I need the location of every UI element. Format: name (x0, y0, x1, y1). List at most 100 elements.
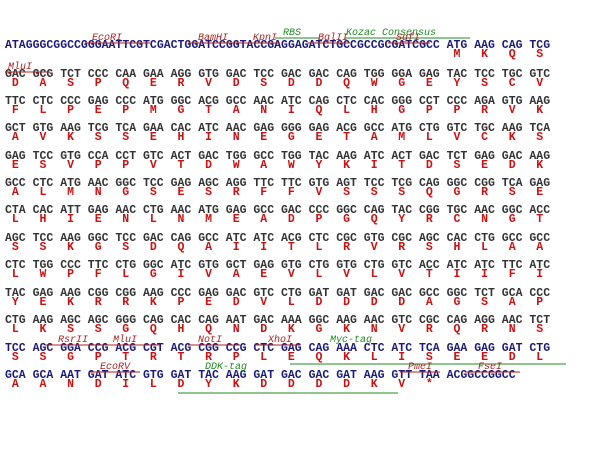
codon: GCT (5, 122, 26, 135)
amino-acid: G (67, 351, 74, 364)
amino-acid: I (288, 104, 295, 117)
codon: CAG (447, 314, 468, 327)
codon: TAC (309, 150, 330, 163)
codon: TGC (474, 122, 495, 135)
codon: TTC (88, 259, 109, 272)
amino-acid: Q (178, 241, 185, 254)
codon: CTG (5, 314, 26, 327)
amino-acid: V (205, 77, 212, 90)
amino-acid: S (205, 186, 212, 199)
amino-acid: K (371, 378, 378, 391)
codon: GCC (226, 95, 247, 108)
amino-acid: R (205, 351, 212, 364)
codon: GCC (253, 150, 274, 163)
codon: AAG (529, 95, 550, 108)
codon: AAT (226, 314, 247, 327)
codon: GAC (309, 68, 330, 81)
codon: GTC (391, 314, 412, 327)
codon: GTG (198, 68, 219, 81)
codon: AAG (143, 287, 164, 300)
amino-acid: S (122, 131, 129, 144)
feature-label: Myc-tag (330, 335, 372, 346)
amino-acid: K (67, 131, 74, 144)
codon: GTG (60, 150, 81, 163)
amino-acid: K (481, 48, 488, 61)
amino-acid: I (122, 378, 129, 391)
amino-acid: D (398, 296, 405, 309)
amino-acid: S (95, 323, 102, 336)
amino-acid: D (426, 159, 433, 172)
codon: AGC (88, 314, 109, 327)
amino-acid: K (343, 351, 350, 364)
amino-acid: E (150, 131, 157, 144)
codon: AAC (226, 122, 247, 135)
amino-acid: A (426, 296, 433, 309)
codon: GAG (474, 342, 495, 355)
codon: TGG (281, 150, 302, 163)
codon: ACC (529, 204, 550, 217)
feature-label: Kozac Consensus (346, 28, 436, 39)
amino-acid: E (178, 186, 185, 199)
amino-acid: V (454, 131, 461, 144)
codon: CTC (336, 95, 357, 108)
codon: GAC (309, 369, 330, 382)
codon: ATC (529, 259, 550, 272)
amino-acid: G (398, 104, 405, 117)
amino-acid: L (260, 351, 267, 364)
codon: TTC (5, 95, 26, 108)
amino-acid: L (371, 351, 378, 364)
amino-acid: L (481, 241, 488, 254)
codon: ATC (364, 150, 385, 163)
codon: GAG (419, 68, 440, 81)
amino-acid: S (536, 48, 543, 61)
codon: AAC (115, 204, 136, 217)
amino-acid: S (95, 131, 102, 144)
codon: TCT (474, 287, 495, 300)
codon: GAT (309, 287, 330, 300)
amino-acid: G (454, 186, 461, 199)
feature-label: XhoI (267, 334, 292, 346)
feature-label: NotI (198, 335, 222, 346)
amino-acid: I (233, 241, 240, 254)
codon: GAG (253, 259, 274, 272)
codon: CTG (529, 342, 550, 355)
amino-acid: P (454, 104, 461, 117)
amino-acid: Y (316, 159, 323, 172)
amino-acid: D (316, 378, 323, 391)
codon: GAC (419, 150, 440, 163)
codon: TTC (281, 177, 302, 190)
amino-acid: E (150, 77, 157, 90)
amino-acid: Q (371, 213, 378, 226)
amino-acid: R (481, 104, 488, 117)
amino-acid: K (40, 323, 47, 336)
amino-acid: P (67, 104, 74, 117)
codon: ACG (198, 95, 219, 108)
amino-acid: V (260, 296, 267, 309)
amino-acid: R (178, 77, 185, 90)
codon: CTC (33, 177, 54, 190)
codon: AGA (474, 95, 495, 108)
codon: GAC (391, 287, 412, 300)
amino-acid: L (122, 268, 129, 281)
amino-acid: S (454, 159, 461, 172)
amino-acid: R (398, 241, 405, 254)
codon: CTG (309, 259, 330, 272)
amino-acid: Q (343, 77, 350, 90)
codon: GGC (447, 177, 468, 190)
codon: GAG (226, 204, 247, 217)
codon: TCC (33, 150, 54, 163)
codon: AGC (419, 232, 440, 245)
codon: GAG (474, 150, 495, 163)
amino-acid: V (371, 241, 378, 254)
amino-acid: G (316, 323, 323, 336)
codon: AAC (88, 177, 109, 190)
codon: ATC (171, 259, 192, 272)
codon: CGC (419, 314, 440, 327)
amino-acid: L (12, 268, 19, 281)
codon: GCC (5, 177, 26, 190)
amino-acid: T (178, 351, 185, 364)
codon: GTG (336, 259, 357, 272)
amino-acid: I (260, 241, 267, 254)
amino-acid: S (536, 323, 543, 336)
amino-acid: P (316, 213, 323, 226)
